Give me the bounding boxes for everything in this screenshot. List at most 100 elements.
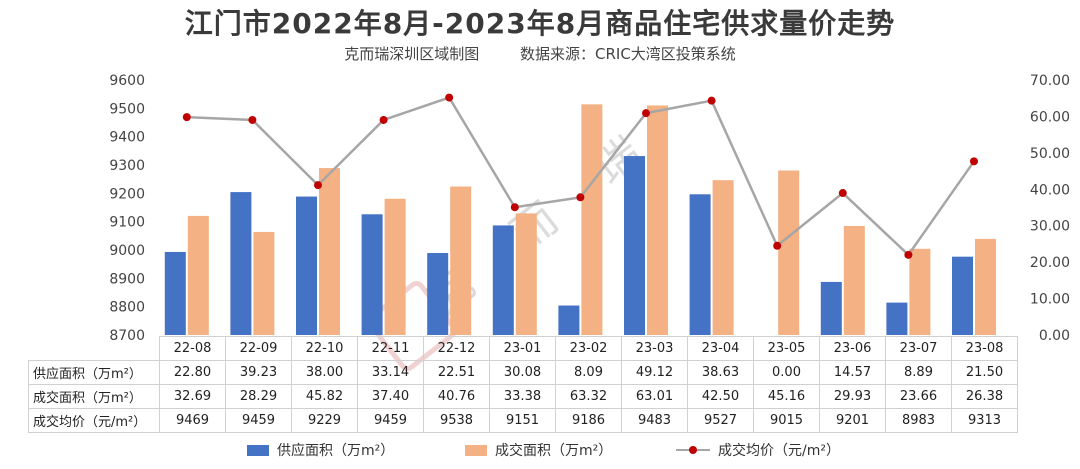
table-corner [28, 336, 160, 361]
table-cell: 32.69 [159, 384, 226, 409]
price-line-series [182, 93, 978, 259]
left-tick-label: 9400 [109, 130, 145, 146]
table-category: 22-08 [159, 336, 226, 361]
right-tick-label: 40.00 [1030, 182, 1070, 198]
chart-title: 江门市2022年8月-2023年8月商品住宅供求量价走势 [184, 7, 896, 40]
legend-item-price: 成交均价（元/m²） [676, 440, 840, 460]
table-row-label: 成交均价（元/m²） [28, 408, 160, 433]
table-cell: 14.57 [819, 360, 886, 385]
table-cell: 9313 [951, 408, 1018, 433]
right-tick-label: 10.00 [1030, 292, 1070, 308]
table-cell: 33.38 [489, 384, 556, 409]
price-point [773, 241, 782, 250]
price-point [707, 96, 716, 105]
table-cell: 63.32 [555, 384, 622, 409]
legend-swatch-deal [465, 444, 487, 456]
right-tick-label: 30.00 [1030, 219, 1070, 235]
table-cell: 9229 [291, 408, 358, 433]
table-cell: 23.66 [885, 384, 952, 409]
table-cell: 9469 [159, 408, 226, 433]
table-cell: 49.12 [621, 360, 688, 385]
left-tick-label: 9300 [109, 158, 145, 174]
table-cell: 9201 [819, 408, 886, 433]
table-category: 23-05 [753, 336, 820, 361]
deal-bar [778, 170, 800, 335]
table-cell: 45.16 [753, 384, 820, 409]
deal-bar [515, 213, 537, 335]
legend-swatch-price [676, 444, 710, 456]
supply-bar [361, 214, 383, 335]
table-cell: 29.93 [819, 384, 886, 409]
table-cell: 26.38 [951, 384, 1018, 409]
supply-bar [624, 156, 645, 335]
subtitle-brand: 克而瑞深圳区域制图 [344, 45, 480, 63]
table-cell: 8983 [885, 408, 952, 433]
right-tick-label: 50.00 [1030, 146, 1070, 162]
table-cell: 28.29 [225, 384, 292, 409]
left-tick-label: 9500 [109, 101, 145, 117]
supply-bar [492, 225, 514, 335]
legend-label-deal: 成交面积（万m²） [495, 443, 613, 459]
right-tick-label: 20.00 [1030, 255, 1070, 271]
legend-swatch-supply [247, 444, 269, 456]
deal-bar [581, 104, 603, 335]
left-tick-label: 9000 [109, 243, 145, 259]
supply-bar [230, 192, 252, 335]
table-cell: 42.50 [687, 384, 754, 409]
table-category: 23-03 [621, 336, 688, 361]
table-category: 22-11 [357, 336, 424, 361]
price-point [576, 193, 585, 202]
table-cell: 22.80 [159, 360, 226, 385]
supply-bar [689, 194, 711, 335]
table-cell: 37.40 [357, 384, 424, 409]
table-category: 23-01 [489, 336, 556, 361]
table-cell: 45.82 [291, 384, 358, 409]
table-cell: 40.76 [423, 384, 490, 409]
table-cell: 8.09 [555, 360, 622, 385]
supply-bar [820, 281, 842, 335]
right-axis: 0.00 10.00 20.00 30.00 40.00 50.00 60.00 70.00 [1030, 73, 1070, 344]
legend-label-supply: 供应面积（万m²） [277, 443, 395, 459]
table-cell: 9459 [225, 408, 292, 433]
table-row: 成交面积（万m²） 32.69 28.29 45.82 37.40 40.76 33.38 6… [28, 384, 1018, 409]
table-category: 23-08 [951, 336, 1018, 361]
table-cell: 30.08 [489, 360, 556, 385]
price-point [248, 115, 257, 124]
table-row-label: 供应面积（万m²） [28, 360, 160, 385]
supply-bar [296, 196, 317, 335]
table-cell: 8.89 [885, 360, 952, 385]
deal-bar [253, 231, 275, 335]
chart-subtitle: 克而瑞深圳区域制图 数据来源：CRIC大湾区投策系统 [0, 43, 1080, 64]
supply-bar [952, 256, 973, 335]
table-category: 22-09 [225, 336, 292, 361]
price-point [182, 113, 191, 122]
legend-item-deal: 成交面积（万m²） [465, 440, 612, 460]
deal-bar [712, 180, 734, 335]
table-category: 23-04 [687, 336, 754, 361]
table-cell: 9015 [753, 408, 820, 433]
table-cell: 9538 [423, 408, 490, 433]
price-point [510, 203, 519, 212]
price-point [445, 93, 454, 102]
table-category: 23-06 [819, 336, 886, 361]
left-tick-label: 9100 [109, 215, 145, 231]
table-cell: 63.01 [621, 384, 688, 409]
table-row-label: 成交面积（万m²） [28, 384, 160, 409]
table-row: 成交均价（元/m²） 9469 9459 9229 9459 9538 9151 9186 94… [28, 408, 1018, 433]
deal-bar [319, 168, 340, 335]
left-tick-label: 8800 [109, 300, 145, 316]
price-point [379, 115, 388, 124]
table-cell: 38.63 [687, 360, 754, 385]
table-cell: 9483 [621, 408, 688, 433]
price-point [642, 109, 650, 118]
supply-bar [558, 305, 580, 335]
deal-bar [647, 105, 668, 336]
left-tick-label: 9200 [109, 186, 145, 202]
table-cell: 38.00 [291, 360, 358, 385]
table-row: 供应面积（万m²） 22.80 39.23 38.00 33.14 22.51 30.08 8… [28, 360, 1018, 385]
right-tick-label: 0.00 [1039, 328, 1070, 344]
table-cell: 9459 [357, 408, 424, 433]
right-tick-label: 60.00 [1030, 109, 1070, 125]
